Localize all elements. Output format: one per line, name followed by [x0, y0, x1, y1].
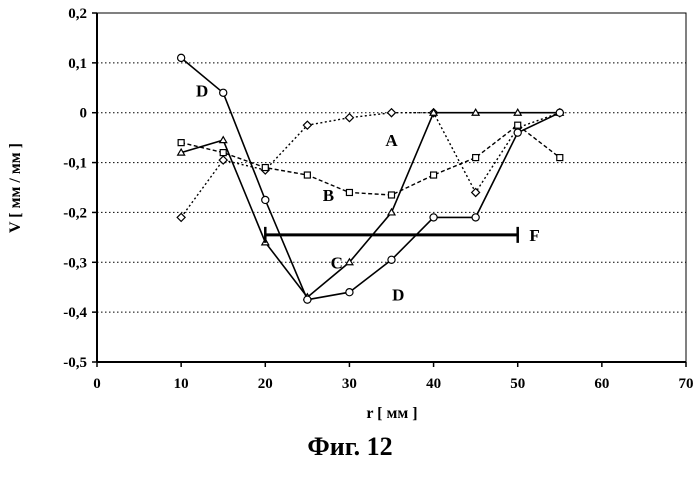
- x-tick-label: 50: [510, 376, 525, 392]
- x-tick-label: 60: [594, 376, 609, 392]
- data-point: [515, 122, 521, 128]
- x-axis-label: r [ мм ]: [366, 405, 417, 422]
- data-point: [556, 109, 563, 116]
- y-tick-label: -0,1: [63, 156, 87, 172]
- series-label-a: A: [385, 131, 398, 150]
- series-d: [178, 54, 564, 303]
- y-axis-label: V [ мм / мм ]: [7, 143, 24, 233]
- y-tick-label: -0,4: [63, 305, 87, 321]
- series-label-d: D: [392, 286, 404, 305]
- data-point: [304, 296, 311, 303]
- series-label-b: B: [323, 186, 334, 205]
- y-tick-label: -0,2: [63, 205, 87, 221]
- y-tick-label: 0,2: [68, 6, 87, 22]
- x-tick-label: 10: [174, 376, 189, 392]
- series-c: [178, 109, 564, 299]
- series-line: [181, 58, 560, 300]
- y-tick-label: 0: [80, 106, 88, 122]
- data-point: [304, 172, 310, 178]
- grid: [97, 63, 686, 312]
- data-point: [430, 214, 437, 221]
- data-point: [220, 89, 227, 96]
- data-point: [178, 140, 184, 146]
- figure-caption: Фиг. 12: [0, 432, 700, 462]
- series-label-d: D: [196, 81, 208, 100]
- data-point: [557, 155, 563, 161]
- data-point: [177, 213, 185, 221]
- plot-frame: [97, 13, 686, 362]
- y-tick-label: -0,3: [63, 255, 87, 271]
- series-line: [181, 125, 560, 195]
- data-point: [178, 54, 185, 61]
- data-point: [431, 172, 437, 178]
- series-label-c: C: [331, 253, 343, 272]
- data-point: [220, 150, 226, 156]
- data-point: [514, 129, 521, 136]
- range-bar-f: [265, 227, 517, 243]
- data-point: [346, 289, 353, 296]
- series-a: [177, 109, 564, 222]
- x-tick-label: 20: [258, 376, 273, 392]
- data-point: [472, 214, 479, 221]
- data-point: [472, 188, 480, 196]
- series-line: [181, 113, 560, 298]
- series-label-f: F: [529, 226, 539, 245]
- data-point: [388, 256, 395, 263]
- series-group: [177, 54, 564, 303]
- series-b: [178, 122, 563, 198]
- y-tick-label: 0,1: [68, 56, 87, 72]
- y-tick-label: -0,5: [63, 355, 87, 371]
- data-point: [262, 196, 269, 203]
- x-tick-label: 30: [342, 376, 357, 392]
- tick-labels: 0,2 0,1 0 -0,1 -0,2 -0,3 -0,4 -0,5 0 10 20 30 40 50 60…: [63, 6, 693, 392]
- x-tick-label: 70: [679, 376, 694, 392]
- axes: [92, 13, 686, 367]
- x-tick-label: 0: [93, 376, 101, 392]
- data-point: [388, 109, 396, 117]
- x-tick-label: 40: [426, 376, 441, 392]
- data-point: [473, 155, 479, 161]
- data-point: [345, 114, 353, 122]
- data-point: [220, 137, 227, 143]
- data-point: [262, 165, 268, 171]
- data-point: [346, 189, 352, 195]
- data-point: [389, 192, 395, 198]
